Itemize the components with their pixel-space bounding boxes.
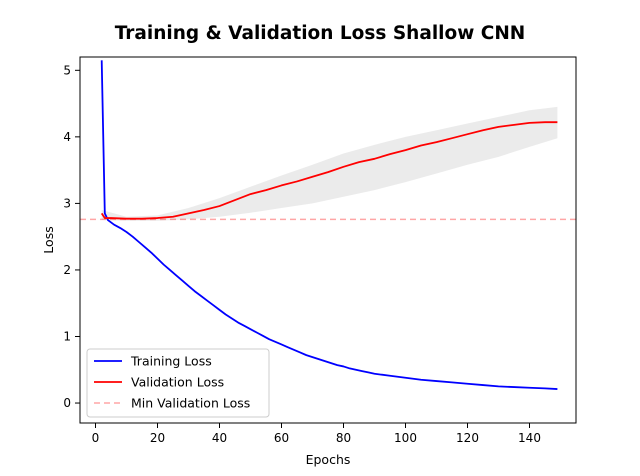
validation-band — [101, 106, 558, 221]
y-tick-label: 2 — [63, 263, 71, 277]
validation-loss-line — [100, 121, 558, 220]
y-tick-label: 3 — [63, 196, 71, 210]
legend: Training Loss Validation Loss Min Valida… — [86, 348, 270, 418]
legend-label-training: Training Loss — [130, 354, 212, 369]
x-axis-label: Epochs — [306, 452, 351, 467]
x-tick-label: 80 — [336, 431, 351, 445]
x-tick-label: 140 — [518, 431, 541, 445]
plot-area — [80, 60, 576, 390]
x-tick-label: 0 — [92, 431, 100, 445]
x-tick-label: 100 — [394, 431, 417, 445]
legend-label-validation: Validation Loss — [131, 375, 224, 390]
y-tick-label: 1 — [63, 329, 71, 343]
y-axis-label: Loss — [41, 226, 56, 253]
y-axis-ticks: 0 1 2 3 4 5 — [63, 63, 80, 410]
band-layer — [101, 106, 558, 221]
x-tick-label: 60 — [274, 431, 289, 445]
y-tick-label: 5 — [63, 63, 71, 77]
plot-frame — [79, 56, 577, 424]
x-tick-label: 40 — [212, 431, 227, 445]
x-axis-ticks: 0 20 40 60 80 100 120 140 — [92, 423, 541, 445]
x-tick-label: 20 — [150, 431, 165, 445]
legend-label-min-validation: Min Validation Loss — [131, 396, 250, 411]
training-loss-line — [100, 60, 558, 390]
legend-box — [86, 348, 270, 418]
y-tick-label: 0 — [63, 396, 71, 410]
y-tick-label: 4 — [63, 130, 71, 144]
chart-title: Training & Validation Loss Shallow CNN — [115, 23, 526, 44]
series-layer — [100, 60, 558, 390]
x-tick-label: 120 — [456, 431, 479, 445]
